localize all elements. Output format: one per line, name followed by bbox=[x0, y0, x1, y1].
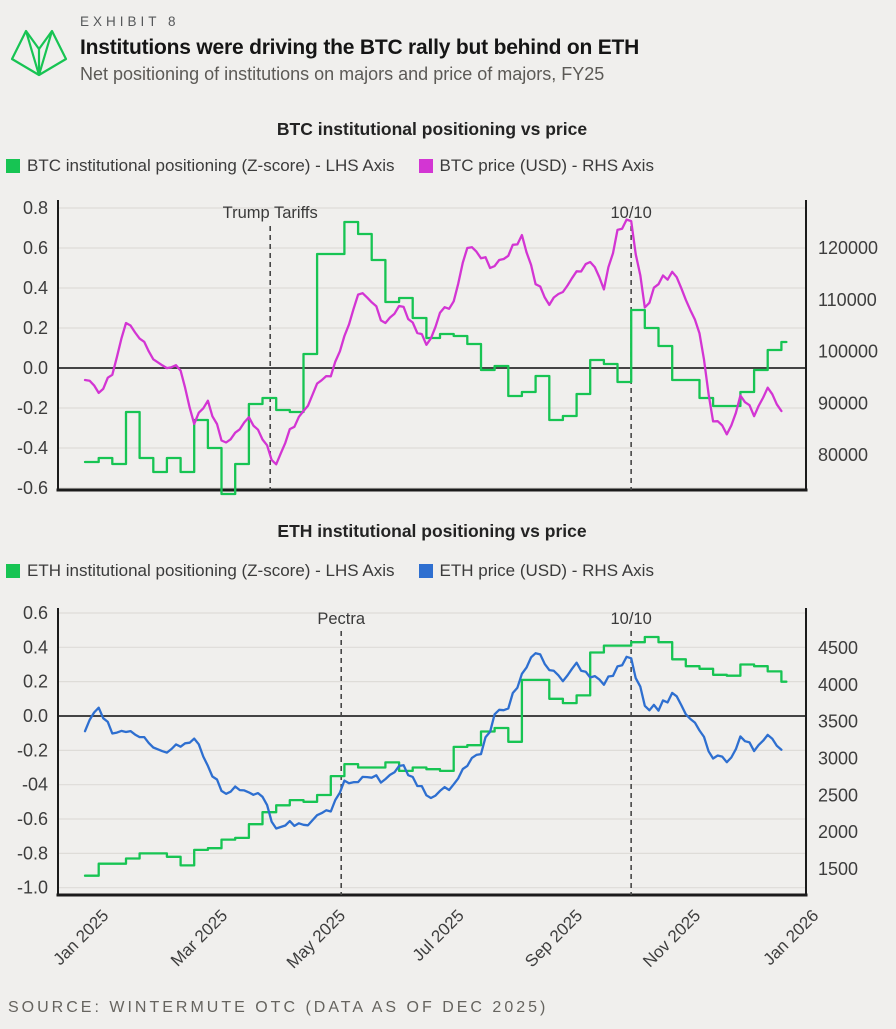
svg-text:4000: 4000 bbox=[818, 675, 858, 695]
svg-text:0.4: 0.4 bbox=[23, 278, 48, 298]
legend-item: BTC institutional positioning (Z-score) … bbox=[6, 156, 395, 176]
blue-swatch-icon bbox=[418, 564, 433, 578]
legend-label: BTC price (USD) - RHS Axis bbox=[439, 156, 654, 175]
eth-chart-title: ETH institutional positioning vs price bbox=[277, 521, 587, 541]
page-title: Institutions were driving the BTC rally … bbox=[80, 36, 640, 59]
legend-label: BTC institutional positioning (Z-score) … bbox=[27, 156, 395, 175]
svg-text:Trump Tariffs: Trump Tariffs bbox=[223, 204, 318, 222]
eth-legend: ETH institutional positioning (Z-score) … bbox=[6, 561, 654, 581]
btc-legend: BTC institutional positioning (Z-score) … bbox=[6, 156, 654, 176]
svg-text:1500: 1500 bbox=[818, 859, 858, 879]
svg-text:120000: 120000 bbox=[818, 238, 878, 258]
legend-item: BTC price (USD) - RHS Axis bbox=[418, 156, 654, 176]
green-swatch-icon bbox=[6, 564, 20, 578]
svg-text:-1.0: -1.0 bbox=[17, 878, 48, 898]
svg-text:2500: 2500 bbox=[818, 785, 858, 805]
svg-text:-0.4: -0.4 bbox=[17, 438, 48, 458]
svg-text:0.2: 0.2 bbox=[23, 318, 48, 338]
svg-text:-04: -04 bbox=[22, 775, 48, 795]
legend-item: ETH price (USD) - RHS Axis bbox=[418, 561, 654, 581]
svg-text:4500: 4500 bbox=[818, 638, 858, 658]
svg-text:-0.2: -0.2 bbox=[17, 740, 48, 760]
svg-text:-0.6: -0.6 bbox=[17, 478, 48, 498]
svg-text:3500: 3500 bbox=[818, 712, 858, 732]
svg-text:3000: 3000 bbox=[818, 749, 858, 769]
btc-chart-title: BTC institutional positioning vs price bbox=[276, 119, 588, 139]
x-axis-labels: Jan 2025 Mar 2025 May 2025 Jul 2025 Sep 2025… bbox=[49, 906, 823, 973]
svg-text:2000: 2000 bbox=[818, 822, 858, 842]
legend-item: ETH institutional positioning (Z-score) … bbox=[6, 561, 395, 581]
svg-text:80000: 80000 bbox=[818, 445, 868, 465]
svg-text:0.6: 0.6 bbox=[23, 603, 48, 623]
legend-label: ETH institutional positioning (Z-score) … bbox=[27, 561, 395, 580]
wintermute-logo-icon bbox=[10, 29, 68, 77]
svg-text:0.0: 0.0 bbox=[23, 358, 48, 378]
svg-text:10/10: 10/10 bbox=[610, 204, 651, 222]
legend-label: ETH price (USD) - RHS Axis bbox=[439, 561, 654, 580]
page-subtitle: Net positioning of institutions on major… bbox=[80, 64, 605, 84]
svg-text:100000: 100000 bbox=[818, 342, 878, 362]
eth-chart: 0.6 0.4 0.2 0.0 -0.2 -04 -0.6 -0.8 -1.0 4500 4000 3… bbox=[17, 603, 858, 898]
source-note: SOURCE: WINTERMUTE OTC (DATA AS OF DEC 2… bbox=[8, 999, 549, 1016]
svg-text:10/10: 10/10 bbox=[610, 610, 651, 628]
svg-text:0.0: 0.0 bbox=[23, 706, 48, 726]
exhibit-label: EXHIBIT 8 bbox=[80, 14, 180, 29]
svg-text:0.6: 0.6 bbox=[23, 238, 48, 258]
svg-text:0.8: 0.8 bbox=[23, 198, 48, 218]
svg-text:0.2: 0.2 bbox=[23, 672, 48, 692]
svg-text:Pectra: Pectra bbox=[317, 610, 366, 628]
svg-text:-0.6: -0.6 bbox=[17, 809, 48, 829]
svg-text:90000: 90000 bbox=[818, 393, 868, 413]
magenta-swatch-icon bbox=[418, 159, 433, 173]
svg-text:0.4: 0.4 bbox=[23, 637, 48, 657]
svg-text:-0.8: -0.8 bbox=[17, 843, 48, 863]
btc-chart: 0.8 0.6 0.4 0.2 0.0 -0.2 -0.4 -0.6 120000 110000 1… bbox=[17, 198, 878, 498]
svg-text:-0.2: -0.2 bbox=[17, 398, 48, 418]
svg-text:110000: 110000 bbox=[818, 290, 877, 310]
green-swatch-icon bbox=[6, 159, 20, 173]
